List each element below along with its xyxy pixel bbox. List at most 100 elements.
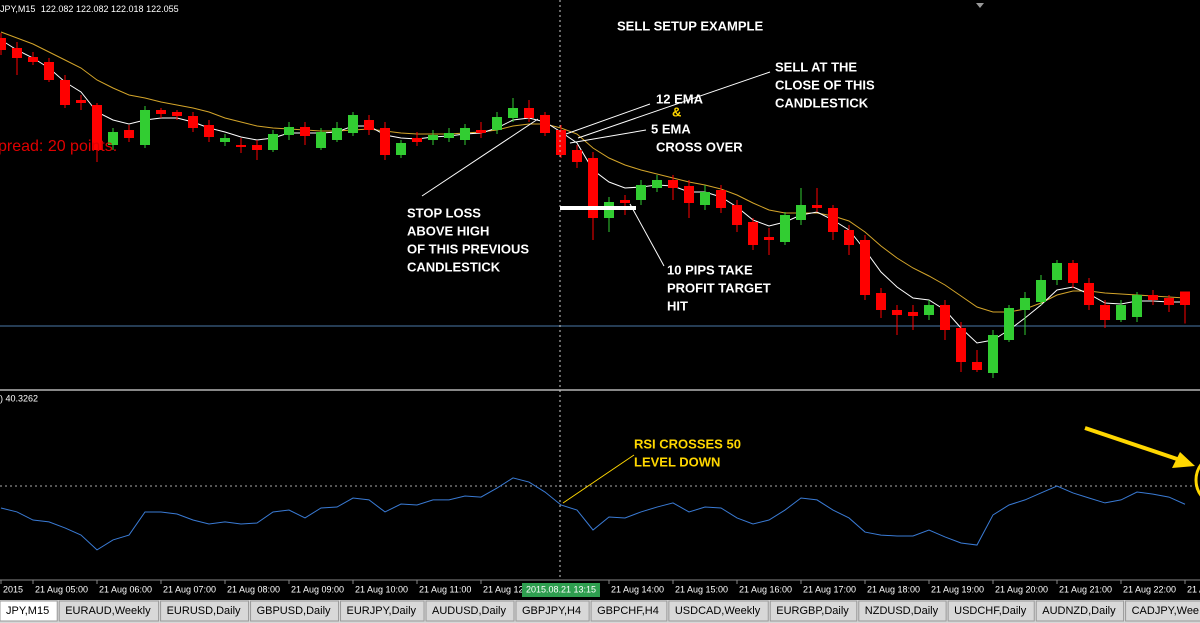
tab-bg	[947, 600, 1035, 622]
x-tick-label: 21 Aug 19:00	[931, 584, 984, 594]
candle-body	[588, 158, 598, 218]
ohlc-close: 122.055	[146, 4, 179, 14]
tab-label[interactable]: EURGBP,Daily	[776, 605, 849, 617]
tab-label[interactable]: CADJPY,Wee	[1132, 605, 1199, 617]
candle-body	[188, 116, 198, 128]
tab[interactable]: GBPJPY,H4	[515, 600, 590, 622]
annotation: CANDLESTICK	[407, 259, 501, 274]
candle-body	[1164, 298, 1174, 305]
candle-body	[236, 145, 246, 147]
tab[interactable]: NZDUSD,Daily	[858, 600, 947, 622]
tab-label[interactable]: EURAUD,Weekly	[65, 605, 151, 617]
annotation: SELL AT THE	[775, 59, 857, 74]
tab-bg	[515, 600, 590, 622]
candle-body	[12, 48, 22, 58]
candle-body	[700, 192, 710, 205]
candle-body	[76, 100, 86, 103]
annotation: OF THIS PREVIOUS	[407, 241, 529, 256]
tab[interactable]: EURJPY,Daily	[340, 600, 425, 622]
candle-body	[300, 127, 310, 136]
tab-bg	[1125, 600, 1200, 622]
candle-body	[764, 237, 774, 240]
tab-bg	[340, 600, 425, 622]
annotation: CLOSE OF THIS	[775, 77, 875, 92]
candle-body	[892, 310, 902, 315]
candle-body	[1132, 295, 1142, 317]
highlight-circle	[1194, 463, 1200, 497]
tab-label[interactable]: GBPUSD,Daily	[257, 605, 331, 617]
tab[interactable]: USDCHF,Daily	[947, 600, 1035, 622]
tab-label[interactable]: USDCHF,Daily	[954, 605, 1027, 617]
tab-label[interactable]: EURUSD,Daily	[167, 605, 241, 617]
candle-body	[908, 312, 918, 316]
tab-bg	[160, 600, 250, 622]
candle-body	[684, 186, 694, 203]
x-tick-label: 21 Aug 07:00	[163, 584, 216, 594]
chart-header: JPY,M15 122.082 122.082 122.018 122.055	[0, 4, 179, 14]
tab-label[interactable]: AUDNZD,Daily	[1042, 605, 1116, 617]
rsi-line	[0, 477, 1186, 551]
tab[interactable]: GBPCHF,H4	[590, 600, 668, 622]
tab-bg	[769, 600, 858, 622]
tab-label[interactable]: USDCAD,Weekly	[675, 605, 761, 617]
candle-body	[652, 180, 662, 188]
x-tick-label: 21 Aug 16:00	[739, 584, 792, 594]
x-tick-label: 21 Aug 20:00	[995, 584, 1048, 594]
candle-body	[524, 108, 534, 118]
tab[interactable]: EURAUD,Weekly	[58, 600, 160, 622]
tab[interactable]: GBPUSD,Daily	[250, 600, 340, 622]
tab-label[interactable]: GBPJPY,H4	[522, 605, 581, 617]
x-tick-label: 21 Aug 08:00	[227, 584, 280, 594]
tab[interactable]: CADJPY,Wee	[1125, 600, 1200, 622]
x-tick-label: 21 Aug 18:00	[867, 584, 920, 594]
candle-body	[124, 130, 134, 138]
tab[interactable]: AUDUSD,Daily	[425, 600, 515, 622]
candle-body	[1180, 291, 1190, 305]
tab[interactable]: EURUSD,Daily	[160, 600, 250, 622]
tab-bg	[58, 600, 160, 622]
candle-body	[476, 130, 486, 133]
candle-body	[396, 143, 406, 155]
candle-body	[572, 150, 582, 162]
candle-body	[876, 293, 886, 310]
candle-body	[1116, 305, 1126, 320]
tab-label[interactable]: EURJPY,Daily	[347, 605, 417, 617]
tab-label[interactable]: NZDUSD,Daily	[865, 605, 939, 617]
tab[interactable]: JPY,M15	[0, 600, 58, 622]
candle-body	[940, 305, 950, 330]
tab[interactable]: USDCAD,Weekly	[668, 600, 769, 622]
candle-body	[844, 230, 854, 245]
x-tick-label: 21 Aug 15:00	[675, 584, 728, 594]
candle-body	[332, 128, 342, 140]
tab-bg	[425, 600, 515, 622]
shift-marker	[976, 3, 984, 8]
rsi-header: ) 40.3262	[0, 393, 38, 403]
tab-label[interactable]: GBPCHF,H4	[597, 605, 659, 617]
candle-body	[796, 205, 806, 220]
tab-bg	[250, 600, 340, 622]
tab-label[interactable]: AUDUSD,Daily	[432, 605, 506, 617]
candle-body	[972, 362, 982, 370]
tab-label[interactable]: JPY,M15	[6, 605, 49, 617]
pointer	[421, 118, 539, 197]
candle-body	[860, 240, 870, 295]
candle-body	[316, 132, 326, 148]
candle-body	[428, 135, 438, 140]
candle-body	[252, 145, 262, 150]
tab[interactable]: AUDNZD,Daily	[1035, 600, 1125, 622]
candle-body	[364, 120, 374, 130]
candle-body	[716, 190, 726, 208]
candle-body	[508, 108, 518, 118]
pointer	[562, 454, 635, 504]
x-tick-label: 21 Aug 09:00	[291, 584, 344, 594]
annotation: STOP LOSS	[407, 205, 481, 220]
tab-bg	[590, 600, 668, 622]
candle-body	[380, 128, 390, 155]
candle-body	[204, 125, 214, 137]
tabs: JPY,M15 EURAUD,Weekly EURUSD,Daily GBPUSD,D…	[0, 600, 1200, 622]
crosshair-time: 2015.08.21 13:15	[526, 584, 596, 594]
x-tick-label: 21 Aug 10:00	[355, 584, 408, 594]
plot-area	[0, 31, 1200, 551]
candle-body	[620, 200, 630, 203]
tab[interactable]: EURGBP,Daily	[769, 600, 858, 622]
